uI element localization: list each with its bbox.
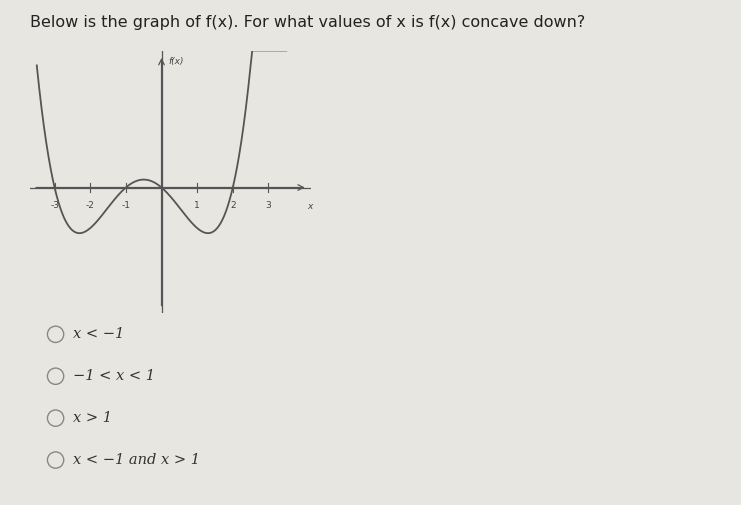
Text: 2: 2: [230, 201, 236, 210]
Text: x < −1 and x > 1: x < −1 and x > 1: [73, 453, 199, 467]
Text: -2: -2: [86, 201, 95, 210]
Text: -3: -3: [50, 201, 59, 210]
Text: −1 < x < 1: −1 < x < 1: [73, 369, 155, 383]
Text: 3: 3: [265, 201, 271, 210]
Text: x: x: [307, 203, 312, 212]
Text: Below is the graph of f(x). For what values of x is f(x) concave down?: Below is the graph of f(x). For what val…: [30, 15, 585, 30]
Text: f(x): f(x): [168, 58, 184, 66]
Text: 1: 1: [194, 201, 200, 210]
Text: x > 1: x > 1: [73, 411, 112, 425]
Text: x < −1: x < −1: [73, 327, 124, 341]
Text: -1: -1: [122, 201, 130, 210]
